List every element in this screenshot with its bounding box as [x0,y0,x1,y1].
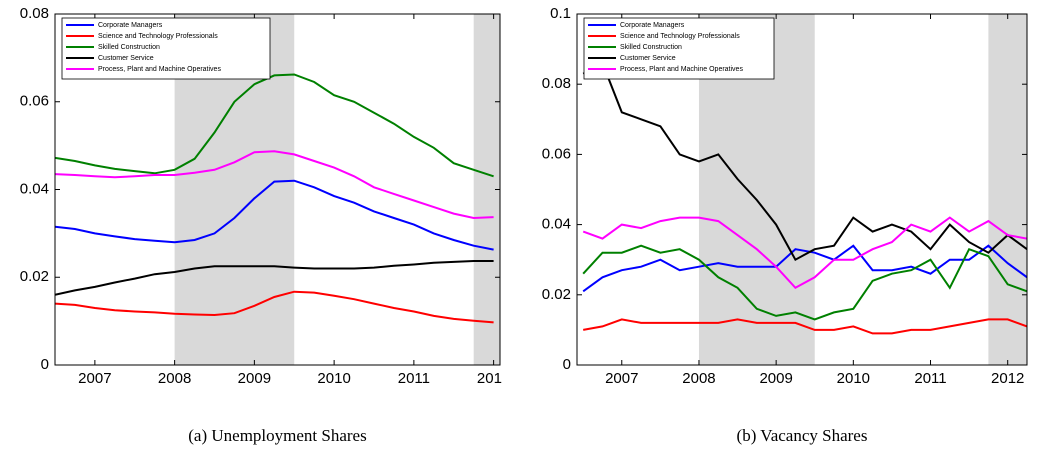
x-tick-label: 2010 [837,370,870,387]
series-line [55,290,494,324]
x-tick-label: 2008 [158,370,191,387]
y-tick-label: 0 [563,356,571,373]
series-line [582,216,1027,290]
series-line [582,61,1027,262]
series-line [55,179,494,251]
x-tick-label: 2011 [398,370,430,387]
y-tick-label: 0.06 [542,145,571,162]
plot-frame [54,13,501,366]
legend-label: Skilled Construction [98,44,160,51]
legend-label: Science and Technology Professionals [98,33,218,40]
series-line [583,318,1027,335]
x-tick-labels: 2007 2008 2009 2010 2011 2012 [78,370,510,387]
legend-label: Skilled Construction [620,44,682,51]
y-tick-label: 0.02 [20,268,49,285]
y-tick-label: 0.1 [550,5,571,22]
chart: 0 0.02 0.04 0.06 0.08 0.1 2007 2008 2009 2010 2011… [542,5,1028,445]
y-tick-label: 0.08 [20,5,49,22]
legend-label: Corporate Managers [620,22,685,29]
plot-frame [576,13,1028,366]
legend-label: Corporate Managers [98,22,163,29]
series-line [582,244,1027,321]
y-tick-label: 0.04 [542,216,571,233]
chart: 0 0.02 0.04 0.06 0.08 2007 2008 2009 2010 2011 201… [20,5,510,445]
x-tick-label: 2007 [605,370,638,387]
x-tick-label: 2012 [991,370,1024,387]
legend-box [61,17,271,80]
y-tick-label: 0 [41,356,49,373]
caption: (a) Unemployment Shares [188,426,366,445]
x-tick-label: 2009 [759,370,792,387]
recession-band [988,14,1027,365]
y-tick-label: 0.06 [20,93,49,110]
x-tick-label: 2009 [238,370,271,387]
x-tick-label: 2007 [78,370,111,387]
x-tick-label: 2011 [914,370,946,387]
legend-label: Customer Service [98,55,154,62]
legend-label: Process, Plant and Machine Operatives [620,66,743,73]
legend-label: Process, Plant and Machine Operatives [98,66,221,73]
series-line [55,260,494,296]
x-tick-label: 2008 [682,370,715,387]
y-tick-label: 0.04 [20,180,49,197]
series-line [55,150,494,220]
series-line [582,244,1027,293]
x-tick-labels: 2007 2008 2009 2010 2011 2012 [605,370,1024,387]
legend-label: Customer Service [620,55,676,62]
caption: (b) Vacancy Shares [737,426,868,445]
y-tick-label: 0.08 [542,75,571,92]
legend-label: Science and Technology Professionals [620,33,740,40]
y-tick-label: 0.02 [542,286,571,303]
series-line [55,73,494,178]
x-tick-label: 2010 [317,370,350,387]
x-tick-label: 2012 [477,370,510,387]
